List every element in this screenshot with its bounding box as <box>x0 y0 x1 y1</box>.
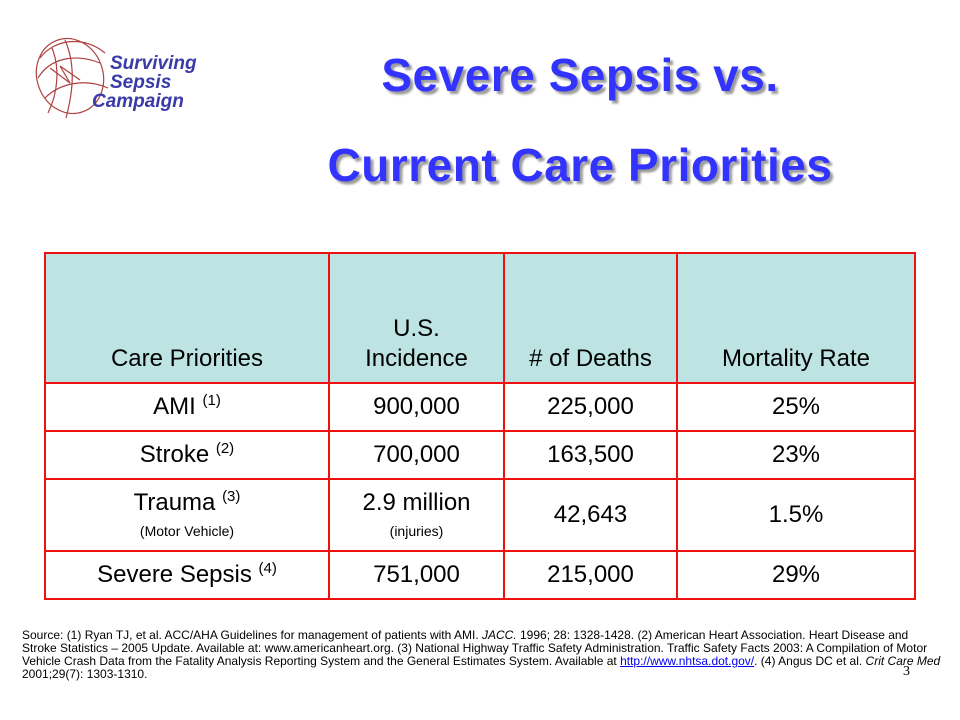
header-mortality-rate: Mortality Rate <box>676 252 916 384</box>
logo-line-3: Campaign <box>92 91 184 112</box>
cell-mortality: 1.5% <box>676 478 916 552</box>
cell-incidence: 2.9 million (injuries) <box>328 478 505 552</box>
header-care-priorities: Care Priorities <box>44 252 330 384</box>
cell-mortality: 23% <box>676 430 916 480</box>
cell-priority-note: (Motor Vehicle) <box>139 523 235 539</box>
table-row-trauma: Trauma (3) (Motor Vehicle) 2.9 million (… <box>44 478 916 552</box>
care-priorities-table: Care Priorities U.S. Incidence # of Deat… <box>44 252 916 600</box>
header-us-incidence: U.S. Incidence <box>328 252 505 384</box>
logo-swirl-graphic <box>35 37 109 119</box>
surviving-sepsis-campaign-logo: Surviving Sepsis Campaign <box>30 28 220 128</box>
cell-mortality: 29% <box>676 550 916 600</box>
header-number-of-deaths: # of Deaths <box>503 252 678 384</box>
cell-incidence-note: (injuries) <box>389 523 444 539</box>
cell-deaths: 42,643 <box>503 478 678 552</box>
slide-title-line-1: Severe Sepsis vs. <box>381 49 779 101</box>
cell-priority: Trauma (3) (Motor Vehicle) <box>44 478 330 552</box>
cell-incidence: 751,000 <box>328 550 505 600</box>
cell-mortality: 25% <box>676 382 916 432</box>
nhtsa-link[interactable]: http://www.nhtsa.dot.gov/ <box>620 654 755 668</box>
logo-wordmark: Surviving Sepsis Campaign <box>92 53 197 111</box>
page-number: 3 <box>903 664 910 679</box>
cell-priority: AMI (1) <box>44 382 330 432</box>
cell-priority: Stroke (2) <box>44 430 330 480</box>
table-row-ami: AMI (1) 900,000 225,000 25% <box>44 382 916 432</box>
cell-deaths: 225,000 <box>503 382 678 432</box>
table-header-row: Care Priorities U.S. Incidence # of Deat… <box>44 252 916 384</box>
cell-priority: Severe Sepsis (4) <box>44 550 330 600</box>
slide-title-line-2: Current Care Priorities <box>327 139 833 191</box>
source-citations: Source: (1) Ryan TJ, et al. ACC/AHA Guid… <box>22 628 941 681</box>
cell-incidence: 900,000 <box>328 382 505 432</box>
cell-deaths: 215,000 <box>503 550 678 600</box>
cell-deaths: 163,500 <box>503 430 678 480</box>
table-row-stroke: Stroke (2) 700,000 163,500 23% <box>44 430 916 480</box>
table-row-severe-sepsis: Severe Sepsis (4) 751,000 215,000 29% <box>44 550 916 600</box>
logo-line-1: Surviving <box>110 53 197 74</box>
logo-line-2: Sepsis <box>110 72 172 93</box>
cell-incidence: 700,000 <box>328 430 505 480</box>
